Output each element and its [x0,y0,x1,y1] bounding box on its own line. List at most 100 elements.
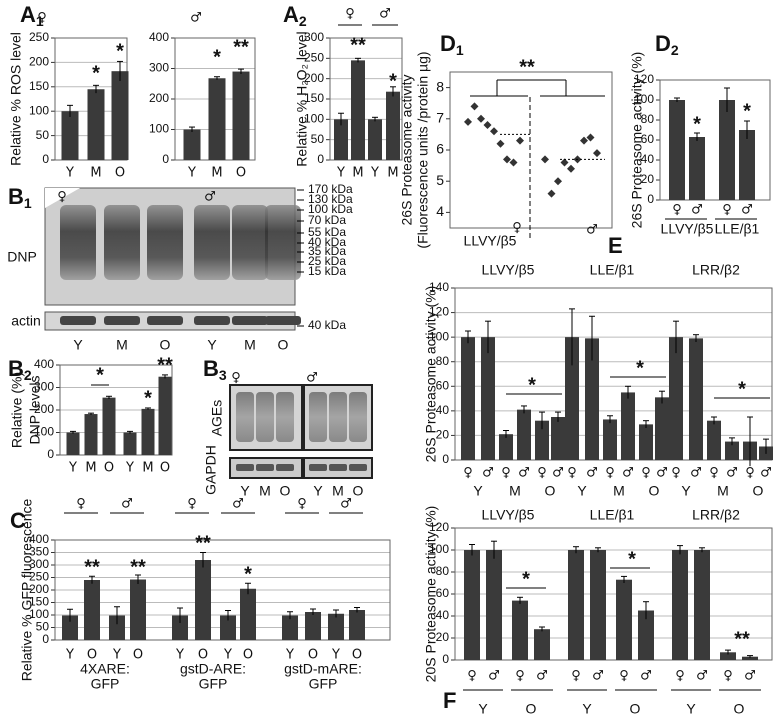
x-tick-label: ♀ [605,466,615,481]
marker-label: 55 kDa [308,225,346,239]
bar [220,615,236,640]
blot-lane [349,392,367,442]
bar [639,424,653,460]
age-label: M [717,483,729,499]
y-tick-label: 20 [436,428,450,442]
blot-band [236,464,254,471]
y-axis-label: 26S Proteasome activity (%) [629,52,645,229]
bar [461,337,475,460]
x-tick-label: ♀ [571,669,581,684]
bar [111,71,129,160]
significance-mark: ** [519,56,535,78]
lane-label: Y [240,483,250,499]
significance-mark: * [738,378,746,400]
bar [669,100,685,200]
bar [84,414,98,455]
y-axis-label: Relative % H₂O₂ level [294,31,310,166]
point [464,117,472,126]
point [547,189,556,198]
group-label: GFP [91,676,120,692]
x-tick-label: Y [65,166,74,181]
point [580,136,588,145]
y-tick-label: 40 [436,403,450,417]
y-tick-label: 40 [641,152,655,166]
bar [534,629,550,660]
significance-mark: * [92,62,100,84]
x-tick-label: Y [65,648,74,663]
bar [84,580,100,640]
blot-band [329,464,347,471]
group-label: LLE/β1 [590,507,635,523]
y-tick-label: 300 [34,380,54,394]
x-tick-label: ♂ [726,466,738,481]
age-label: O [545,483,556,499]
x-tick-label: Y [187,166,196,181]
y-tick-label: 0 [42,152,49,166]
bar [603,419,617,460]
y-tick-label: 400 [29,532,49,546]
row-label: GAPDH [203,445,219,495]
panel-letter: E [608,233,623,258]
bar [739,130,755,200]
y-tick-label: 300 [304,30,324,44]
age-label: Y [577,483,587,499]
x-tick-label: ♂ [640,669,652,684]
y-axis-label: Relative % GFP fluorescence [19,498,35,681]
x-tick-label: O [236,166,246,181]
x-tick-label: ♀ [722,203,732,218]
blot-band [349,464,367,471]
bar [621,392,635,460]
y-tick-label: 150 [304,91,324,105]
panel-letter: C [10,508,26,533]
sex-symbol: ♂ [204,190,216,205]
y-tick-label: 80 [641,112,655,126]
significance-mark: ** [195,532,211,554]
blot-band [309,464,327,471]
blot-band [60,316,96,325]
y-tick-label: 350 [29,545,49,559]
y-tick-label: 60 [436,378,450,392]
age-label: O [753,483,764,499]
lane-label: O [280,483,291,499]
y-tick-label: 80 [436,564,450,578]
bar [590,550,606,660]
y-tick-label: 200 [29,582,49,596]
y-tick-label: 120 [429,305,449,319]
group-label: LLVY/β5 [482,262,535,278]
lane-label: O [353,483,364,499]
significance-mark: * [636,357,644,379]
x-tick-label: O [104,461,114,476]
panel-subscript: 2 [24,367,32,383]
plot-area [659,79,771,201]
bar [486,550,502,660]
point [541,155,549,164]
y-axis-label: Relative (%) [9,372,25,448]
age-label: Y [686,701,696,717]
sex-symbol: ♀ [512,221,522,236]
x-tick-label: M [90,166,101,181]
sex-symbol: ♂ [586,223,598,238]
x-tick-label: M [85,461,96,476]
x-tick-label: ♂ [696,669,708,684]
x-tick-label: O [133,648,143,663]
y-tick-label: 50 [36,620,50,634]
bar [282,615,298,640]
point [477,114,485,123]
bar [517,409,531,460]
sex-symbol: ♀ [345,7,355,22]
marker-label: 70 kDa [308,213,346,227]
x-tick-label: Y [112,648,121,663]
y-tick-label: 50 [36,128,50,142]
age-label: M [613,483,625,499]
group-label: LLVY/β5 [661,221,714,237]
y-tick-label: 0 [647,192,654,206]
y-axis-label: DNP levels [27,376,43,445]
y-tick-label: 60 [641,132,655,146]
bar [386,91,400,160]
bar [568,550,584,660]
group-label: LRR/β2 [692,507,740,523]
panel-label: E [608,233,623,258]
y-tick-label: 5 [436,172,444,188]
plot-area [329,37,403,161]
